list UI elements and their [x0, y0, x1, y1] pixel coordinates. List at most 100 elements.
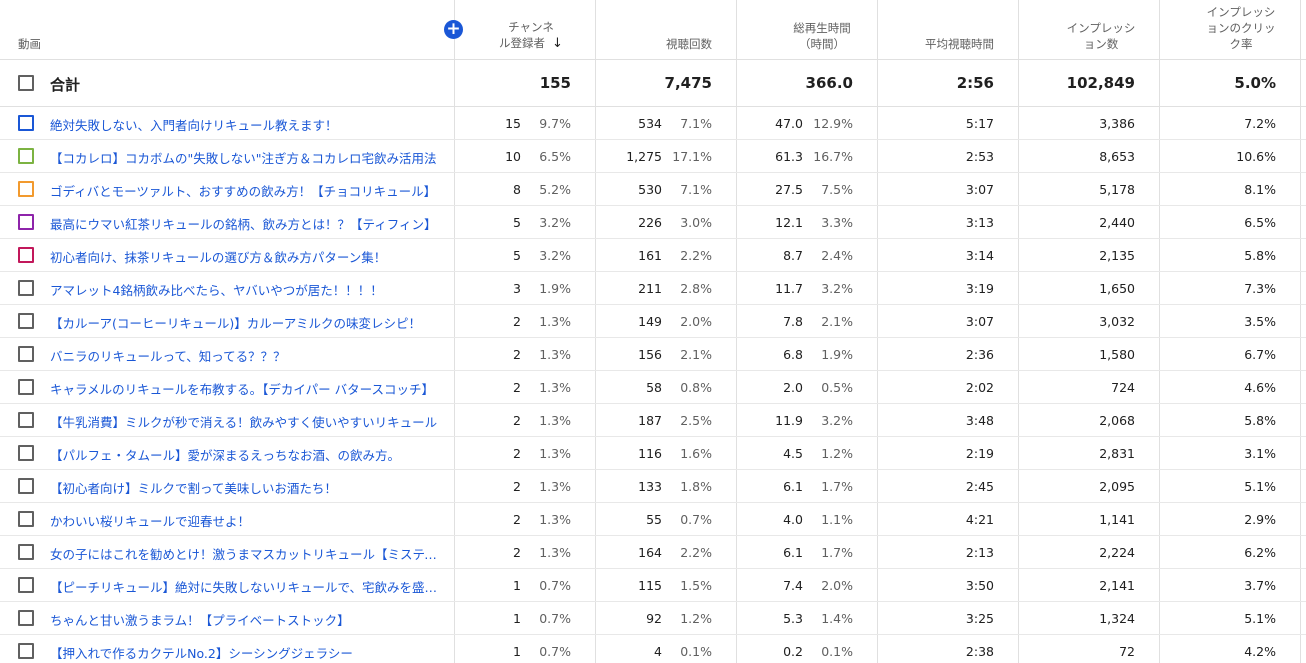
cell-wt: 2.0	[783, 380, 803, 395]
cell-imp: 2,095	[1099, 479, 1135, 494]
cell-ctr: 6.7%	[1244, 347, 1276, 362]
cell-wt: 11.7	[775, 281, 803, 296]
cell-avg: 3:19	[965, 281, 994, 296]
cell-ctr: 5.1%	[1244, 611, 1276, 626]
add-metric-button[interactable]: +	[444, 20, 463, 39]
cell-wt-pct: 2.1%	[821, 314, 853, 329]
cell-views-pct: 0.1%	[680, 644, 712, 659]
video-title-link[interactable]: バニラのリキュールって、知ってる？？？	[50, 349, 286, 364]
header-views[interactable]: 視聴回数	[666, 37, 712, 51]
row-checkbox[interactable]	[18, 148, 34, 164]
cell-views: 211	[638, 281, 662, 296]
cell-views: 116	[638, 446, 662, 461]
cell-views: 226	[638, 215, 662, 230]
video-title-link[interactable]: 女の子にはこれを勧めとけ！激うまマスカットリキュール【ミスティア】	[50, 547, 448, 562]
row-checkbox[interactable]	[18, 577, 34, 593]
cell-subs-pct: 1.3%	[539, 380, 571, 395]
cell-imp: 1,324	[1099, 611, 1135, 626]
cell-subs-pct: 1.9%	[539, 281, 571, 296]
video-title-link[interactable]: 【パルフェ・タムール】愛が深まるえっちなお酒、の飲み方。	[50, 448, 401, 463]
table-row: 【コカレロ】コカボムの"失敗しない"注ぎ方＆コカレロ宅飲み活用法 10 6.5% 1,…	[0, 140, 1306, 173]
video-title-link[interactable]: 【カルーア(コーヒーリキュール)】カルーアミルクの味変レシピ！	[50, 316, 422, 331]
column-divider	[877, 0, 878, 663]
video-title-link[interactable]: 初心者向け、抹茶リキュールの選び方＆飲み方パターン集！	[50, 250, 387, 265]
video-title-link[interactable]: 【ピーチリキュール】絶対に失敗しないリキュールで、宅飲みを盛り上げよう	[50, 580, 448, 595]
cell-wt-pct: 0.1%	[821, 644, 853, 659]
cell-avg: 2:36	[965, 347, 994, 362]
cell-views-pct: 1.2%	[680, 611, 712, 626]
cell-avg: 5:17	[965, 116, 994, 131]
cell-subs: 2	[513, 545, 521, 560]
video-title-link[interactable]: 【初心者向け】ミルクで割って美味しいお酒たち！	[50, 481, 337, 496]
row-checkbox[interactable]	[18, 610, 34, 626]
video-title-link[interactable]: アマレット4銘柄飲み比べたら、ヤバいやつが居た！！！！	[50, 283, 383, 298]
header-impressions[interactable]: インプレッシ ョン数	[1056, 20, 1146, 52]
header-watch-time[interactable]: 総再生時間 （時間）	[782, 20, 862, 52]
row-checkbox[interactable]	[18, 247, 34, 263]
cell-wt: 61.3	[775, 149, 803, 164]
arrow-down-icon: ↓	[552, 36, 563, 51]
video-title-link[interactable]: 【牛乳消費】ミルクが秒で消える！飲みやすく使いやすいリキュール	[50, 415, 438, 430]
row-checkbox[interactable]	[18, 643, 34, 659]
cell-views: 149	[638, 314, 662, 329]
video-title-link[interactable]: 【押入れで作るカクテルNo.2】シーシングジェラシー	[50, 646, 353, 661]
cell-wt: 11.9	[775, 413, 803, 428]
row-checkbox[interactable]	[18, 412, 34, 428]
cell-subs-pct: 1.3%	[539, 347, 571, 362]
cell-views: 133	[638, 479, 662, 494]
header-watch-time-line2: （時間）	[799, 37, 845, 51]
row-checkbox[interactable]	[18, 280, 34, 296]
table-row: 【押入れで作るカクテルNo.2】シーシングジェラシー 1 0.7% 4 0.1% 0.2 0…	[0, 635, 1306, 663]
video-title-link[interactable]: ゴディバとモーツァルト、おすすめの飲み方！【チョコリキュール】	[50, 184, 437, 199]
cell-subs-pct: 6.5%	[539, 149, 571, 164]
cell-imp: 1,141	[1099, 512, 1135, 527]
cell-subs: 2	[513, 479, 521, 494]
video-title-link[interactable]: ちゃんと甘い激うまラム！【プライベートストック】	[50, 613, 350, 628]
header-video[interactable]: 動画	[18, 37, 41, 51]
select-all-checkbox[interactable]	[18, 75, 34, 91]
cell-subs-pct: 1.3%	[539, 413, 571, 428]
row-checkbox[interactable]	[18, 445, 34, 461]
table-row: 【カルーア(コーヒーリキュール)】カルーアミルクの味変レシピ！ 2 1.3% 149 2…	[0, 305, 1306, 338]
cell-subs-pct: 3.2%	[539, 215, 571, 230]
header-subscribers[interactable]: チャンネ ル登録者 ↓	[486, 19, 576, 52]
header-avg-duration[interactable]: 平均視聴時間	[925, 37, 994, 51]
row-checkbox[interactable]	[18, 346, 34, 362]
row-checkbox[interactable]	[18, 478, 34, 494]
cell-wt: 47.0	[775, 116, 803, 131]
row-checkbox[interactable]	[18, 214, 34, 230]
cell-imp: 2,141	[1099, 578, 1135, 593]
cell-wt: 0.2	[783, 644, 803, 659]
cell-avg: 2:02	[965, 380, 994, 395]
video-title-link[interactable]: かわいい桜リキュールで迎春せよ！	[50, 514, 251, 529]
row-checkbox[interactable]	[18, 379, 34, 395]
row-checkbox[interactable]	[18, 181, 34, 197]
cell-views-pct: 2.8%	[680, 281, 712, 296]
cell-views: 156	[638, 347, 662, 362]
cell-ctr: 6.2%	[1244, 545, 1276, 560]
row-checkbox[interactable]	[18, 313, 34, 329]
cell-avg: 3:50	[965, 578, 994, 593]
cell-imp: 72	[1119, 644, 1135, 659]
video-title-link[interactable]: 最高にウマい紅茶リキュールの銘柄、飲み方とは！？【ティフィン】	[50, 217, 437, 232]
cell-avg: 2:53	[965, 149, 994, 164]
cell-avg: 2:13	[965, 545, 994, 560]
column-divider	[595, 0, 596, 663]
row-checkbox[interactable]	[18, 544, 34, 560]
row-checkbox[interactable]	[18, 115, 34, 131]
cell-views-pct: 2.2%	[680, 545, 712, 560]
video-title-link[interactable]: 絶対失敗しない、入門者向けリキュール教えます！	[50, 118, 338, 133]
cell-wt: 4.0	[783, 512, 803, 527]
row-checkbox[interactable]	[18, 511, 34, 527]
cell-views-pct: 17.1%	[672, 149, 712, 164]
cell-wt-pct: 1.7%	[821, 545, 853, 560]
cell-avg: 3:13	[965, 215, 994, 230]
table-row: かわいい桜リキュールで迎春せよ！ 2 1.3% 55 0.7% 4.0 1.1% 4:21 1,…	[0, 503, 1306, 536]
video-title-link[interactable]: 【コカレロ】コカボムの"失敗しない"注ぎ方＆コカレロ宅飲み活用法	[50, 151, 437, 166]
cell-imp: 5,178	[1099, 182, 1135, 197]
cell-ctr: 5.8%	[1244, 413, 1276, 428]
cell-subs-pct: 0.7%	[539, 578, 571, 593]
video-title-link[interactable]: キャラメルのリキュールを布教する。【デカイパー バタースコッチ】	[50, 382, 434, 397]
cell-avg: 3:07	[965, 182, 994, 197]
header-ctr[interactable]: インプレッシ ョンのクリッ ク率	[1196, 4, 1286, 52]
